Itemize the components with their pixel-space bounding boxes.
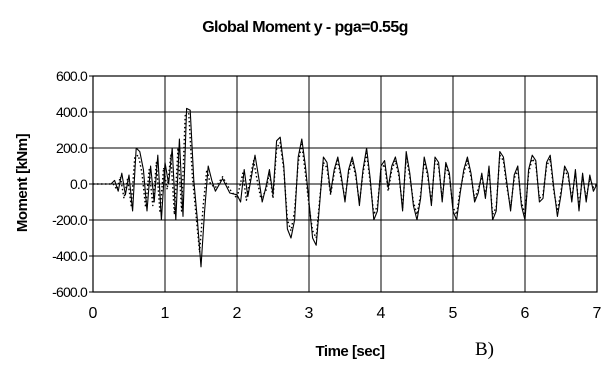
chart-title: Global Moment y - pga=0.55g	[202, 19, 408, 36]
panel-label: B)	[475, 339, 494, 360]
x-tick-labels: 0 1 2 3 4 5 6 7	[89, 305, 602, 322]
series-line-2	[93, 113, 598, 254]
x-tick-label: 5	[449, 305, 458, 322]
y-tick-label: 400.0	[56, 104, 88, 120]
y-tick-labels: 600.0 400.0 200.0 0.0 -200.0 -400.0 -600.0	[52, 68, 89, 300]
plot-frame	[92, 75, 598, 293]
y-tick-label: 0.0	[70, 176, 88, 192]
y-tick-label: 600.0	[56, 68, 88, 84]
x-tick-label: 6	[521, 305, 530, 322]
series-line-1	[93, 107, 598, 268]
grid-lines	[89, 75, 597, 293]
x-tick-label: 1	[161, 305, 170, 322]
y-tick-label: -200.0	[52, 212, 88, 228]
y-tick-label: -600.0	[52, 284, 88, 300]
y-axis-title: Moment [kNm]	[14, 133, 31, 232]
y-tick-label: 200.0	[56, 140, 88, 156]
x-axis-title: Time [sec]	[316, 343, 385, 360]
x-tick-label: 2	[233, 305, 242, 322]
x-tick-label: 7	[593, 305, 602, 322]
x-tick-label: 3	[305, 305, 314, 322]
x-tick-label: 0	[89, 305, 98, 322]
y-tick-label: -400.0	[52, 248, 88, 264]
series-layer	[93, 107, 598, 268]
x-tick-label: 4	[377, 305, 386, 322]
